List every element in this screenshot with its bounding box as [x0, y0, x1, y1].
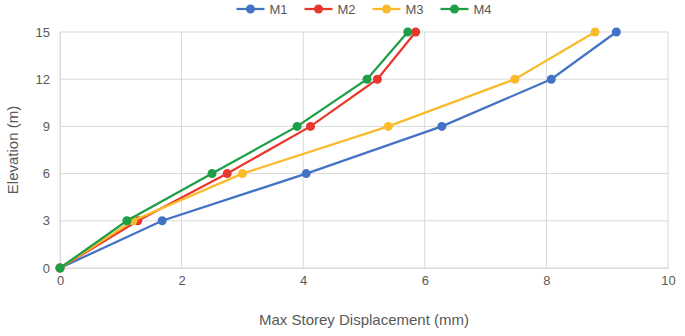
point [547, 75, 556, 84]
point [56, 264, 65, 273]
grid [60, 32, 668, 268]
tick: 8 [543, 268, 550, 288]
tick-label: 15 [36, 25, 50, 40]
legend-marker [246, 5, 255, 14]
legend-item: M2 [305, 2, 356, 17]
tick-label: 8 [543, 273, 550, 288]
legend-item: M3 [373, 2, 424, 17]
legend-item: M1 [237, 2, 288, 17]
point [158, 216, 167, 225]
tick-label: 6 [422, 273, 429, 288]
legend: M1 M2 M3 M4 [237, 2, 492, 17]
series-group [56, 28, 621, 273]
point [306, 122, 315, 131]
series-line [60, 32, 616, 268]
point [403, 28, 412, 37]
point [56, 264, 65, 273]
tick: 2 [178, 268, 185, 288]
tick: 9 [43, 119, 60, 134]
point [223, 169, 232, 178]
grid-line-y [60, 268, 668, 269]
plot: 0 2 4 6 8 10 0 3 6 9 12 15 [36, 25, 676, 289]
legend-label: M3 [406, 2, 424, 17]
point [591, 28, 600, 37]
y-axis-title: Elevation (m) [4, 106, 21, 194]
grid-line-y [60, 173, 668, 174]
point [510, 75, 519, 84]
tick: 6 [422, 268, 429, 288]
point [363, 75, 372, 84]
tick-label: 0 [57, 273, 64, 288]
series-line [60, 32, 408, 268]
point [238, 169, 247, 178]
point [437, 122, 446, 131]
tick-label: 0 [43, 261, 50, 276]
legend-marker [314, 5, 323, 14]
point [293, 122, 302, 131]
tick-label: 2 [178, 273, 185, 288]
tick-label: 10 [661, 273, 675, 288]
tick-label: 12 [36, 72, 50, 87]
point [384, 122, 393, 131]
tick: 3 [43, 213, 60, 228]
tick-label: 3 [43, 213, 50, 228]
point [612, 28, 621, 37]
tick-label: 6 [43, 166, 50, 181]
legend-label: M1 [270, 2, 288, 17]
grid-line-x [424, 32, 425, 268]
tick-label: 9 [43, 119, 50, 134]
axis-line [60, 33, 61, 269]
tick-label: 4 [300, 273, 307, 288]
tick: 6 [43, 166, 60, 181]
point [208, 169, 217, 178]
point [373, 75, 382, 84]
grid-line-y [60, 126, 668, 127]
grid-line-y [60, 32, 668, 33]
point [411, 28, 420, 37]
point [302, 169, 311, 178]
x-axis-title: Max Storey Displacement (mm) [259, 311, 469, 328]
grid-line-x [303, 32, 304, 268]
x-axis: 0 2 4 6 8 10 [57, 268, 676, 288]
grid-line-x [546, 32, 547, 268]
axis-line [61, 268, 669, 269]
grid-line-x [668, 32, 669, 268]
point [56, 264, 65, 273]
grid-line-y [60, 220, 668, 221]
chart: 0 2 4 6 8 10 0 3 6 9 12 15 Max Storey Displacement (… [0, 0, 685, 336]
legend-item: M4 [441, 2, 492, 17]
tick: 12 [36, 72, 60, 87]
grid-line-x [60, 32, 61, 268]
tick: 10 [661, 268, 675, 288]
y-axis: 0 3 6 9 12 15 [36, 25, 61, 276]
legend-label: M2 [338, 2, 356, 17]
point [122, 216, 131, 225]
series-line [60, 32, 595, 268]
tick: 15 [36, 25, 60, 40]
tick: 4 [300, 268, 307, 288]
legend-marker [382, 5, 391, 14]
legend-label: M4 [474, 2, 492, 17]
grid-line-x [181, 32, 182, 268]
point [56, 264, 65, 273]
legend-marker [450, 5, 459, 14]
